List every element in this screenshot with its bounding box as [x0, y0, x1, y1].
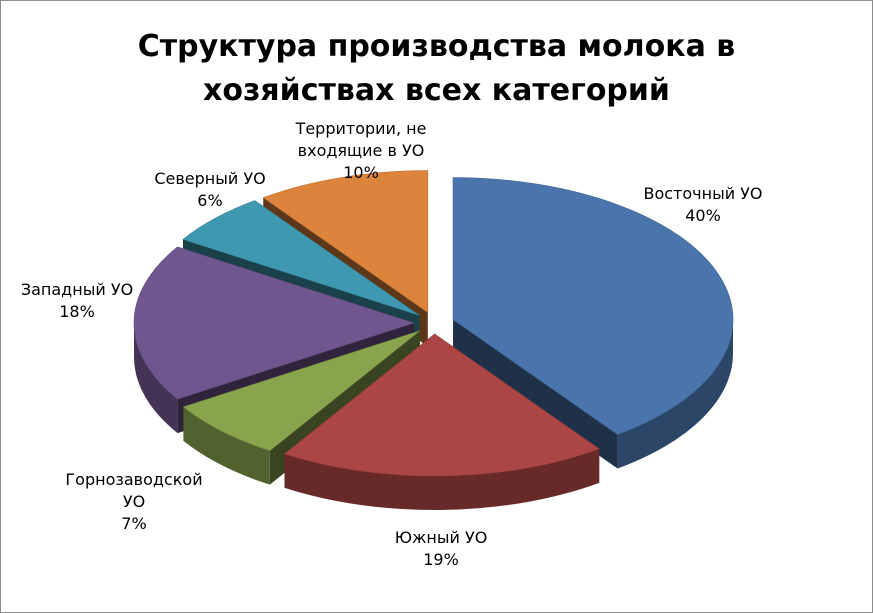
label-gornozavodskoy: Горнозаводской УО 7%: [65, 469, 202, 535]
slice-severny: [182, 200, 420, 316]
chart-title-line-2: хозяйствах всех категорий: [203, 73, 670, 108]
slice-territorii: [262, 170, 429, 314]
chart-title: Структура производства молока в хозяйств…: [1, 25, 872, 113]
pie-tops: [133, 170, 734, 477]
label-severny-pct: 6%: [197, 191, 223, 210]
label-territorii: Территории, не входящие в УО 10%: [296, 118, 427, 184]
slice-yuzhny-outer-side: [284, 448, 600, 510]
label-yuzhny-pct: 19%: [423, 550, 459, 569]
label-severny: Северный УО 6%: [154, 168, 265, 212]
label-yuzhny: Южный УО 19%: [395, 527, 488, 571]
label-gornozavodskoy-name-1: Горнозаводской: [65, 470, 203, 489]
label-territorii-pct: 10%: [343, 163, 379, 182]
label-vostochny: Восточный УО 40%: [643, 183, 762, 227]
slice-vostochny: [452, 177, 734, 435]
chart-title-line-1: Структура производства молока в: [137, 29, 736, 64]
slice-yuzhny: [283, 333, 600, 477]
slice-vostochny-outer-side: [617, 319, 734, 469]
label-territorii-name-2: входящие в УО: [297, 141, 425, 160]
label-zapadny-name: Западный УО: [20, 280, 134, 299]
label-zapadny-pct: 18%: [59, 302, 95, 321]
label-vostochny-pct: 40%: [685, 206, 721, 225]
slice-vostochny-inner-side-2: [453, 319, 618, 469]
label-zapadny: Западный УО 18%: [21, 279, 133, 323]
label-territorii-name-1: Территории, не: [295, 119, 427, 138]
label-vostochny-name: Восточный УО: [643, 184, 763, 203]
label-gornozavodskoy-pct: 7%: [121, 514, 147, 533]
slice-gornozavodskoy: [182, 330, 421, 452]
label-gornozavodskoy-name-2: УО: [122, 492, 146, 511]
slice-zapadny: [133, 246, 415, 400]
slice-gornozavodskoy-outer-side: [183, 406, 270, 485]
label-severny-name: Северный УО: [154, 169, 266, 188]
label-yuzhny-name: Южный УО: [394, 528, 488, 547]
